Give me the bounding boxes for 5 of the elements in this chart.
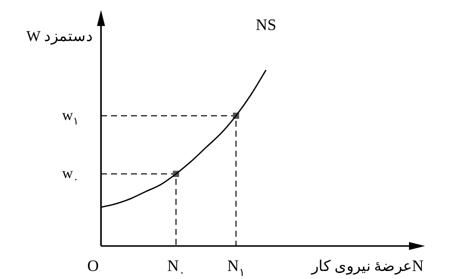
- y-axis-title: W دستمزد: [26, 29, 93, 45]
- x-tick-label: N: [412, 258, 424, 275]
- text: NS: [256, 17, 276, 34]
- x-tick-label: O: [87, 258, 99, 275]
- x-axis-title: عرضهٔ نیروی کار: [310, 259, 412, 275]
